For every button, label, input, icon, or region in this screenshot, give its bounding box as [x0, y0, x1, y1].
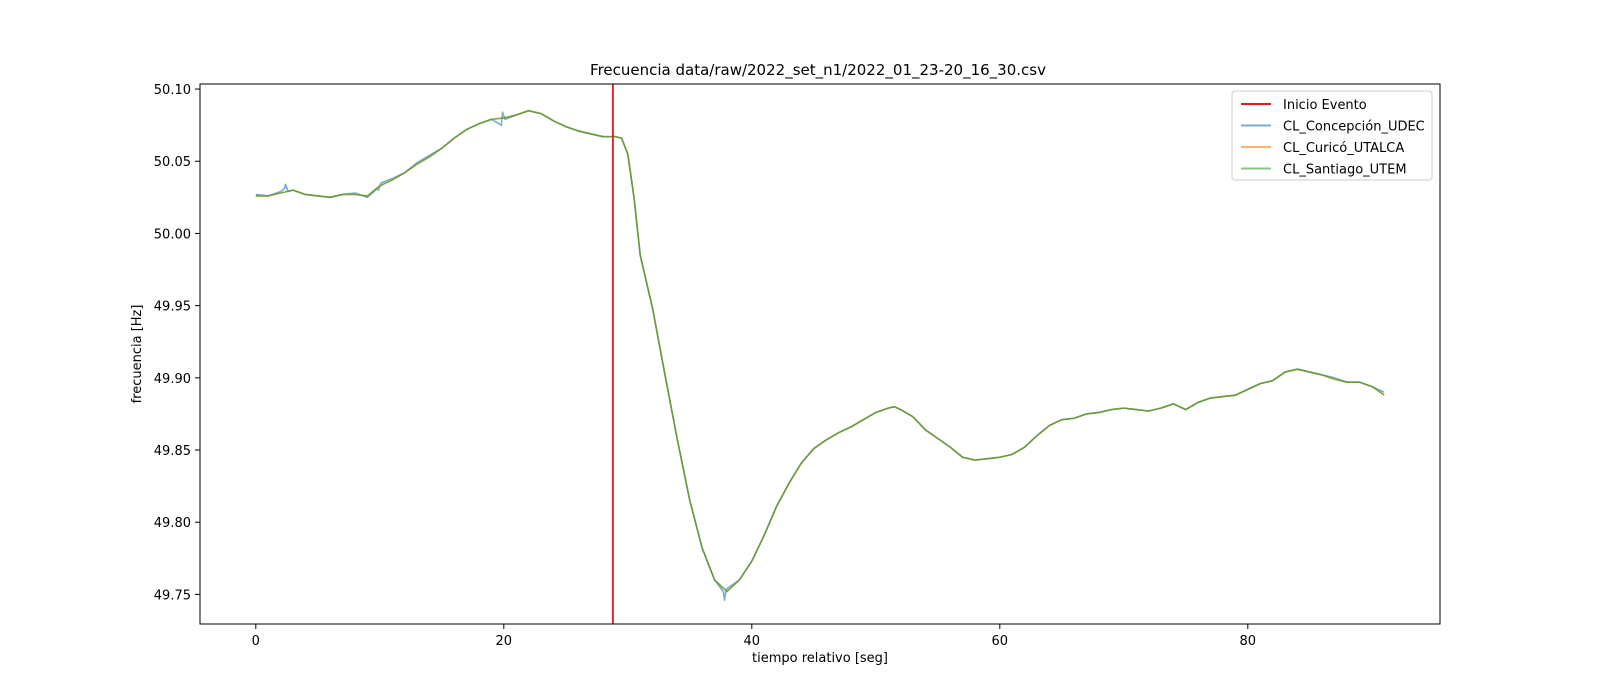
series-layer: [255, 109, 1385, 601]
y-tick-label: 49.95: [154, 300, 191, 315]
y-tick-label: 49.85: [154, 444, 191, 459]
legend-entry: CL_Concepción_UDEC: [1283, 120, 1425, 135]
legend-box: [1231, 90, 1433, 181]
y-tick-label: 50.05: [154, 155, 191, 170]
y-tick-label: 50.00: [154, 227, 191, 242]
x-tick-label: 60: [992, 634, 1009, 649]
y-tick-label: 49.80: [154, 516, 191, 531]
y-axis-ticks: 49.75 49.80 49.85 49.90 49.95 50.00 50.05 50.10: [154, 83, 200, 603]
legend-entry: CL_Santiago_UTEM: [1283, 163, 1407, 178]
plot-frame: [199, 83, 1441, 625]
x-axis-label: tiempo relativo [seg]: [752, 651, 888, 666]
y-tick-label: 49.75: [154, 588, 191, 603]
series-line-3: [255, 109, 1385, 593]
x-tick-label: 0: [252, 634, 260, 649]
y-tick-label: 49.90: [154, 372, 191, 387]
x-tick-label: 80: [1240, 634, 1257, 649]
x-tick-label: 20: [496, 634, 513, 649]
legend-entry: Inicio Evento: [1283, 98, 1367, 113]
chart-title: Frecuencia data/raw/2022_set_n1/2022_01_…: [590, 61, 1046, 80]
y-axis-label: frecuencia [Hz]: [130, 305, 145, 404]
x-axis-ticks: 0 20 40 60 80: [252, 624, 1256, 649]
legend: Inicio Evento CL_Concepción_UDEC CL_Curicó…: [1231, 90, 1433, 181]
x-tick-label: 40: [744, 634, 761, 649]
legend-entry: CL_Curicó_UTALCA: [1283, 141, 1404, 156]
y-tick-label: 50.10: [154, 83, 191, 98]
